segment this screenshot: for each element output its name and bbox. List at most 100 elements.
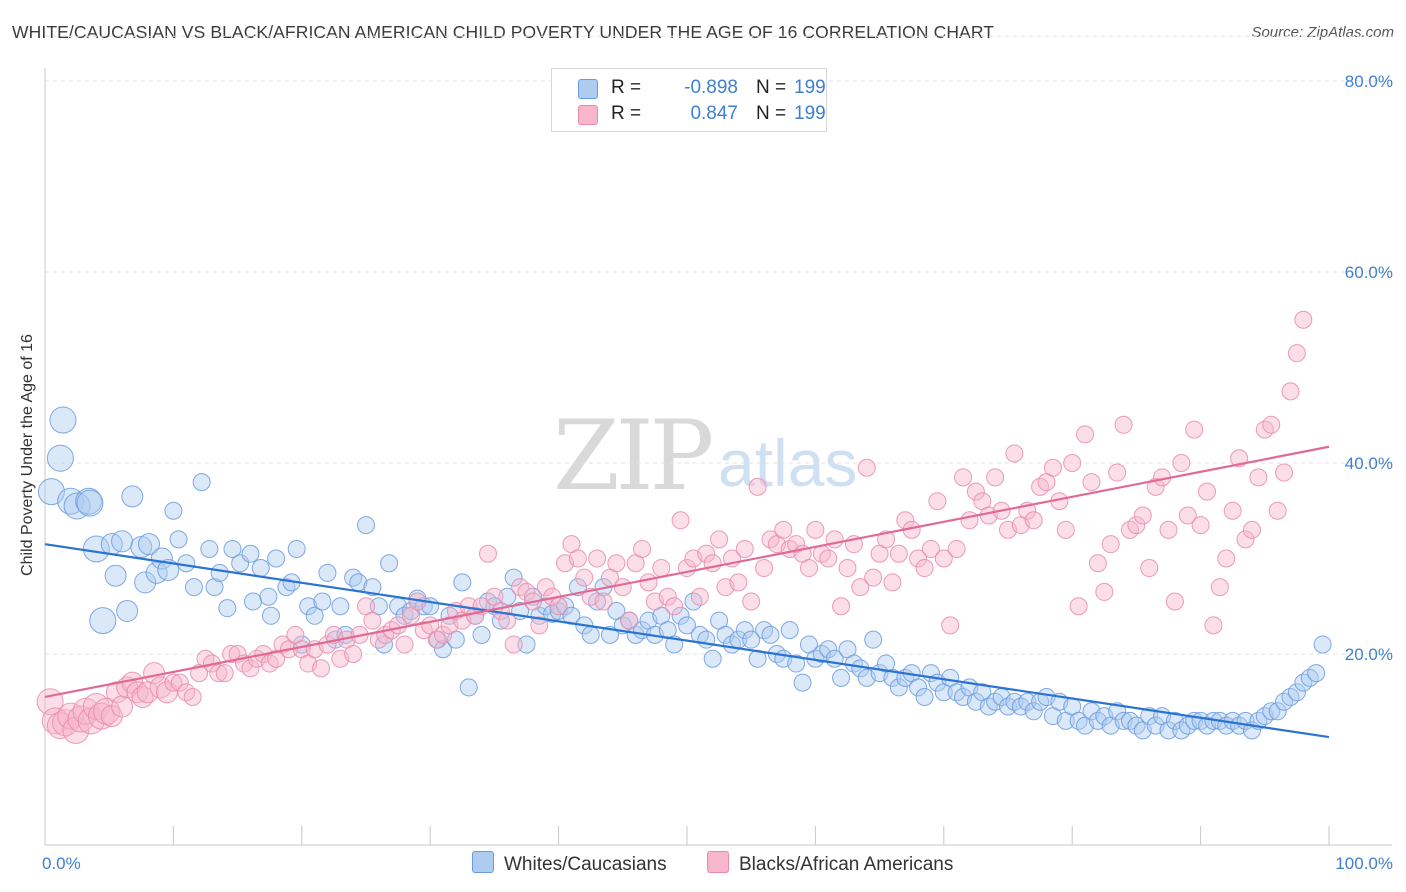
y-tick-label: 80.0% xyxy=(1345,72,1393,91)
data-point xyxy=(1140,559,1159,578)
data-point xyxy=(857,458,876,477)
r-label: R = xyxy=(611,77,642,98)
data-point xyxy=(742,630,761,649)
data-point xyxy=(1127,716,1146,735)
data-point xyxy=(1005,444,1024,463)
data-point xyxy=(883,668,902,687)
data-point xyxy=(588,549,607,568)
y-tick-label: 40.0% xyxy=(1345,454,1393,473)
data-point xyxy=(774,520,793,539)
data-point xyxy=(215,664,234,683)
data-point xyxy=(819,549,838,568)
data-point xyxy=(374,635,393,654)
data-point xyxy=(1165,592,1184,611)
data-point xyxy=(111,695,134,718)
data-point xyxy=(459,678,478,697)
data-point xyxy=(1024,511,1043,530)
data-point xyxy=(1063,454,1082,472)
data-point xyxy=(1287,683,1306,702)
axes xyxy=(44,68,1392,846)
data-point xyxy=(273,635,292,654)
legend-item-whites[interactable]: Whites/Caucasians xyxy=(472,851,667,877)
data-point xyxy=(999,697,1017,716)
data-point xyxy=(761,530,780,549)
data-point xyxy=(889,544,908,563)
data-point xyxy=(1255,420,1274,439)
data-point xyxy=(1287,344,1306,363)
data-point xyxy=(196,649,215,668)
data-point xyxy=(414,621,433,640)
data-point xyxy=(1313,635,1332,654)
legend-item-blacks[interactable]: Blacks/African Americans xyxy=(707,851,953,877)
trend-lines xyxy=(44,445,1330,739)
data-point xyxy=(613,578,632,597)
data-point xyxy=(1172,721,1191,740)
data-point xyxy=(710,530,729,549)
data-point xyxy=(121,485,144,508)
data-point xyxy=(434,625,453,644)
data-point xyxy=(864,630,883,649)
legend-label-blacks: Blacks/African Americans xyxy=(739,854,954,875)
data-point xyxy=(568,549,587,568)
series-blacks xyxy=(36,310,1313,744)
data-point xyxy=(93,697,121,725)
data-point xyxy=(1159,520,1178,539)
data-point xyxy=(1217,549,1236,568)
data-point xyxy=(223,539,242,558)
data-point xyxy=(395,606,414,625)
data-point xyxy=(928,492,947,511)
data-point xyxy=(1043,458,1062,477)
x-tick-label: 0.0% xyxy=(42,854,81,873)
data-point xyxy=(1101,535,1120,554)
data-point xyxy=(331,597,350,616)
data-point xyxy=(363,611,382,630)
data-point xyxy=(1268,501,1287,520)
data-point xyxy=(838,559,857,578)
data-point xyxy=(184,578,203,597)
data-point xyxy=(1191,516,1210,535)
data-point xyxy=(909,678,928,697)
data-point xyxy=(1281,382,1300,401)
data-point xyxy=(889,678,908,697)
data-point xyxy=(157,558,180,581)
data-point xyxy=(748,477,767,496)
data-point xyxy=(678,616,696,635)
data-point xyxy=(287,539,306,558)
data-point xyxy=(511,578,530,597)
data-point xyxy=(472,625,491,644)
data-point xyxy=(690,587,709,606)
data-point xyxy=(177,554,196,573)
legend-swatch-whites xyxy=(472,851,494,873)
data-point xyxy=(1108,702,1127,721)
data-point xyxy=(671,606,690,625)
data-point xyxy=(1172,454,1191,472)
data-point xyxy=(1146,477,1165,496)
data-point xyxy=(1262,702,1281,721)
legend-swatch-blacks xyxy=(707,851,729,873)
data-point xyxy=(1133,506,1152,525)
data-point xyxy=(46,444,74,472)
data-point xyxy=(251,559,270,578)
data-point xyxy=(703,554,722,573)
data-point xyxy=(934,549,953,568)
data-point xyxy=(1127,516,1146,535)
data-point xyxy=(169,530,188,549)
y-tick-label: 60.0% xyxy=(1345,263,1393,282)
data-point xyxy=(517,582,536,601)
data-point xyxy=(1018,692,1037,711)
data-point xyxy=(138,533,161,556)
n-label: N = xyxy=(756,77,787,98)
data-point xyxy=(1069,597,1088,616)
data-point xyxy=(954,468,973,487)
data-point xyxy=(1076,425,1095,444)
data-point xyxy=(1268,702,1287,721)
data-point xyxy=(312,659,331,678)
data-point xyxy=(1056,520,1075,539)
n-value: 199 xyxy=(794,103,826,124)
data-point xyxy=(549,597,568,616)
data-point xyxy=(260,654,279,673)
data-point xyxy=(177,683,196,702)
data-point xyxy=(305,606,324,625)
data-point xyxy=(761,625,780,644)
